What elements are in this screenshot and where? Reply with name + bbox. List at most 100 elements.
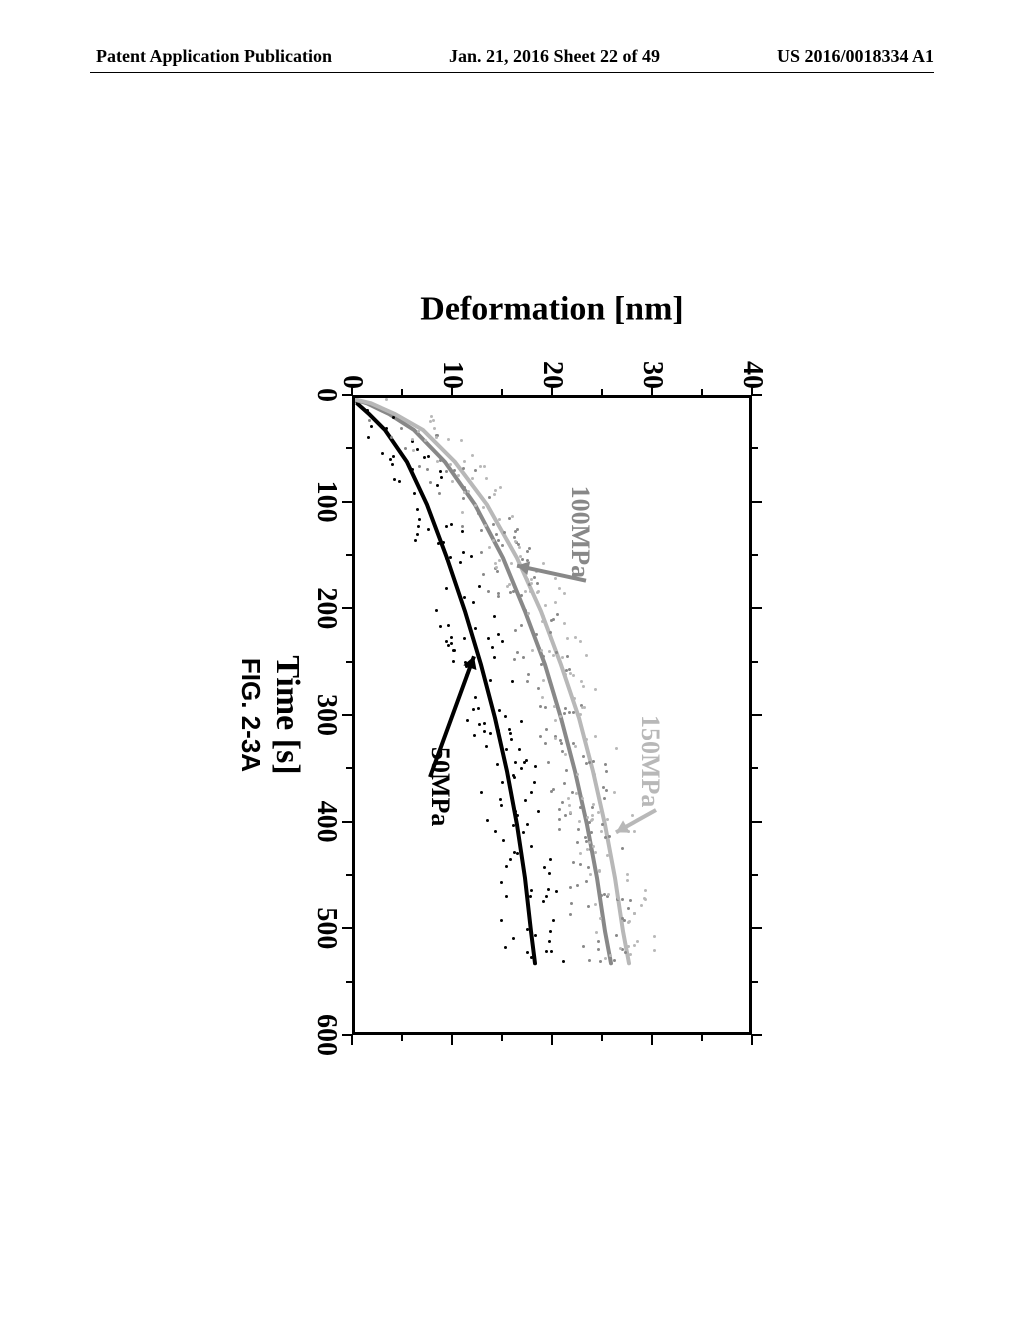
scatter-point [501, 640, 504, 643]
fit-curve-50MPa [352, 398, 535, 963]
scatter-point [500, 804, 503, 807]
scatter-point [604, 763, 607, 766]
scatter-point [445, 557, 448, 560]
scatter-point [439, 470, 442, 473]
scatter-point [389, 458, 392, 461]
x-tick-major [342, 821, 352, 823]
scatter-point [509, 591, 512, 594]
x-tick-label: 0 [310, 388, 342, 402]
y-tick-major [451, 385, 453, 395]
y-tick-label: 20 [536, 353, 568, 389]
scatter-point [561, 801, 564, 804]
scatter-point [600, 894, 603, 897]
scatter-point [370, 425, 373, 428]
scatter-point [447, 438, 450, 441]
scatter-point [385, 398, 388, 401]
scatter-point [535, 570, 538, 573]
scatter-point [461, 530, 464, 533]
scatter-point [550, 950, 553, 953]
scatter-point [407, 464, 410, 467]
scatter-point [530, 791, 533, 794]
scatter-point [508, 728, 511, 731]
scatter-point [484, 524, 487, 527]
scatter-point [473, 734, 476, 737]
scatter-point [627, 945, 630, 948]
scatter-point [445, 470, 448, 473]
scatter-point [514, 629, 517, 632]
scatter-point [522, 656, 525, 659]
scatter-point [438, 492, 441, 495]
scatter-point [499, 486, 502, 489]
scatter-point [417, 430, 420, 433]
scatter-point [487, 590, 490, 593]
scatter-point [435, 609, 438, 612]
scatter-point [565, 769, 568, 772]
y-tick-major [351, 1035, 353, 1045]
scatter-point [511, 515, 514, 518]
scatter-point [529, 590, 532, 593]
scatter-point [488, 496, 491, 499]
scatter-point [559, 715, 562, 718]
y-tick-major [451, 1035, 453, 1045]
scatter-point [582, 755, 585, 758]
scatter-point [608, 835, 611, 838]
y-tick-major [651, 1035, 653, 1045]
y-tick-minor [701, 1035, 703, 1041]
scatter-point [489, 732, 492, 735]
scatter-point [390, 436, 393, 439]
scatter-point [500, 881, 503, 884]
scatter-point [461, 511, 464, 514]
scatter-point [424, 439, 427, 442]
scatter-point [467, 478, 470, 481]
scatter-point [549, 637, 552, 640]
scatter-point [543, 866, 546, 869]
y-axis-label-text: Deformation [nm] [420, 291, 683, 329]
x-tick-minor [752, 981, 758, 983]
scatter-point [548, 872, 551, 875]
scatter-point [587, 905, 590, 908]
y-tick-major [351, 385, 353, 395]
scatter-point [472, 708, 475, 711]
scatter-point [561, 656, 564, 659]
scatter-point [483, 730, 486, 733]
y-tick-label: 40 [736, 353, 768, 389]
x-tick-major [752, 821, 762, 823]
scatter-point [493, 493, 496, 496]
scatter-point [445, 640, 448, 643]
x-tick-label: 200 [310, 587, 342, 629]
scatter-point [542, 655, 545, 658]
x-tick-minor [346, 767, 352, 769]
scatter-point [554, 737, 557, 740]
scatter-point [581, 706, 584, 709]
series-label-100MPa: 100MPa [565, 486, 595, 578]
x-tick-major [342, 501, 352, 503]
x-tick-minor [346, 874, 352, 876]
scatter-point [474, 504, 477, 507]
x-tick-major [342, 927, 352, 929]
scatter-point [526, 680, 529, 683]
x-tick-major [752, 607, 762, 609]
scatter-point [445, 587, 448, 590]
chart-plot-area [352, 395, 752, 1035]
scatter-point [483, 722, 486, 725]
scatter-point [534, 934, 537, 937]
scatter-point [585, 762, 588, 765]
scatter-point [427, 455, 430, 458]
scatter-point [599, 917, 602, 920]
scatter-point [518, 748, 521, 751]
scatter-point [601, 823, 604, 826]
x-tick-minor [346, 981, 352, 983]
scatter-point [480, 791, 483, 794]
scatter-point [418, 465, 421, 468]
x-tick-minor [346, 447, 352, 449]
x-tick-minor [346, 554, 352, 556]
scatter-point [494, 562, 497, 565]
scatter-point [392, 416, 395, 419]
scatter-point [461, 525, 464, 528]
x-tick-minor [752, 447, 758, 449]
scatter-point [495, 566, 498, 569]
x-tick-minor [346, 661, 352, 663]
scatter-point [465, 674, 468, 677]
scatter-point [633, 912, 636, 915]
x-tick-label: 600 [310, 1014, 342, 1056]
